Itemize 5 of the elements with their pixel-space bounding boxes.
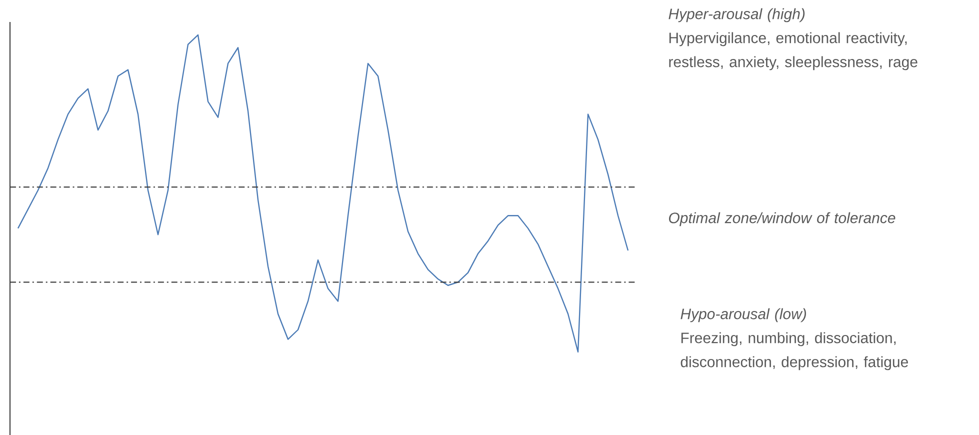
text: Hyper-arousal (high): [668, 8, 805, 22]
text: Hypervigilance, emotional reactivity, restless, anxiety, sleeplessness, rage: [669, 32, 918, 70]
text: Optimal zone/window of tolerance: [669, 212, 896, 226]
text: Freezing, numbing, dissociation, disconnection, depression, fatigue: [680, 332, 908, 370]
text: Hypo-arousal (low): [680, 308, 806, 322]
